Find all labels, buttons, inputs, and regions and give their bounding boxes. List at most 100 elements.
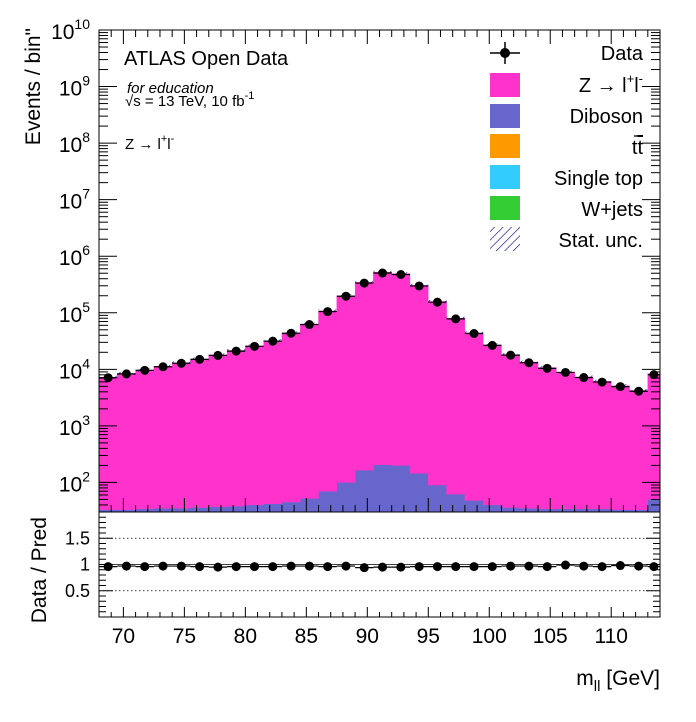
legend-swatch-wjets [490,196,520,220]
bar-zll-20 [464,332,484,501]
y-tick-label: 1010 [51,16,90,44]
x-tick-label: 95 [417,625,440,648]
y-tick-label: 107 [59,186,90,214]
data-point-5 [195,354,205,364]
data-point-9 [268,336,278,346]
bar-diboson-16 [391,465,411,513]
data-point-22 [506,350,516,360]
legend-entry-singletop: Single top [490,165,643,190]
bar-diboson-11 [300,498,319,513]
data-point-15 [378,268,388,278]
data-point-2 [140,365,150,375]
experiment-label: ATLAS Open Data [124,48,289,70]
legend-label-data: Data [601,43,644,65]
ratio-point-14 [359,563,369,573]
ratio-tick-label: 0.5 [65,581,90,601]
ratio-point-27 [597,562,607,572]
bar-diboson-13 [336,482,356,513]
data-point-25 [560,367,570,377]
ratio-point-16 [396,562,406,572]
legend-label-diboson: Diboson [570,106,643,128]
ratio-point-7 [231,562,241,572]
legend-label-zll: Z → l+l- [579,71,643,97]
ratio-point-17 [414,562,424,572]
x-axis-ticks: 70 75 80 85 90 95 100 105 110 [98,607,661,648]
data-point-10 [286,328,296,338]
legend-entry-diboson: Diboson [490,104,643,128]
legend-entry-ttbar: tt [490,134,643,159]
data-point-29 [634,386,644,396]
data-point-23 [524,358,534,368]
stacked-bars [98,270,661,513]
y-tick-label: 109 [59,73,90,101]
bar-diboson-30 [647,499,661,513]
legend-label-wjets: W+jets [581,199,643,221]
data-point-20 [469,328,479,338]
ratio-point-1 [121,561,131,571]
data-point-4 [176,358,186,368]
bar-zll-11 [300,323,319,499]
y-axis-title: Events / bin" [22,28,45,145]
data-point-12 [323,307,333,317]
ratio-point-26 [579,561,589,571]
ratio-point-2 [140,562,150,572]
data-point-0 [103,373,113,383]
bar-diboson-6 [208,506,228,513]
data-point-11 [304,320,314,330]
bar-diboson-19 [446,493,466,513]
bar-zll-5 [190,358,209,508]
bar-zll-30 [647,373,661,500]
bar-zll-28 [611,385,630,510]
ratio-points [99,560,660,573]
y-tick-label: 104 [59,355,90,383]
data-point-28 [615,382,625,392]
ratio-point-4 [176,561,186,571]
bar-zll-15 [373,272,392,465]
bar-diboson-4 [171,508,191,513]
ratio-point-13 [341,561,351,571]
bar-zll-13 [336,295,356,483]
bar-diboson-15 [373,464,392,513]
bar-zll-27 [592,381,612,510]
bar-diboson-8 [245,504,264,513]
y-tick-label: 106 [59,242,90,270]
legend-entry-wjets: W+jets [490,196,643,221]
bar-diboson-18 [428,484,447,513]
data-point-13 [341,291,351,301]
bar-zll-16 [391,273,411,466]
bar-zll-17 [409,285,429,474]
bar-zll-19 [446,318,466,495]
bar-zll-23 [519,361,539,509]
ratio-point-25 [560,560,570,570]
legend-entry-zll: Z → l+l- [490,71,643,97]
bar-diboson-7 [226,505,246,513]
data-point-14 [359,278,369,288]
ratio-point-20 [469,562,479,572]
bar-zll-25 [556,371,575,510]
bar-diboson-21 [482,504,502,513]
bar-diboson-22 [501,507,520,513]
x-tick-label: 90 [356,625,379,648]
ratio-point-18 [432,562,442,572]
bar-zll-21 [482,344,502,506]
legend-label-statunc: Stat. unc. [559,230,644,252]
x-axis-ticks-main [98,30,661,512]
bar-zll-14 [354,282,374,471]
bar-diboson-17 [409,473,429,513]
legend-entry-statunc: Stat. unc. [490,227,643,252]
legend-label-singletop: Single top [554,168,643,190]
ratio-point-3 [158,561,168,571]
bar-zll-9 [263,340,283,504]
ratio-point-24 [542,562,552,572]
data-point-27 [597,377,607,387]
bar-diboson-10 [281,501,301,513]
legend-swatch-ttbar [490,134,520,158]
x-tick-label: 85 [295,625,318,648]
bar-zll-8 [245,345,264,506]
x-axis-title: mll [GeV] [576,667,660,695]
ratio-tick-label: 1.5 [65,528,90,548]
ratio-point-12 [323,562,333,572]
ratio-point-19 [451,562,461,572]
ratio-point-5 [195,562,205,572]
bar-zll-6 [208,354,228,508]
